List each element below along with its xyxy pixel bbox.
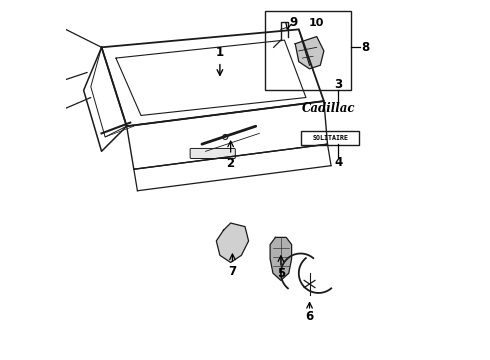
Polygon shape xyxy=(295,37,324,69)
Text: 9: 9 xyxy=(289,17,297,30)
Text: Cadillac: Cadillac xyxy=(302,102,356,115)
Text: 4: 4 xyxy=(334,156,343,168)
Polygon shape xyxy=(216,223,248,262)
Text: 2: 2 xyxy=(226,157,235,170)
Text: 8: 8 xyxy=(361,41,369,54)
FancyBboxPatch shape xyxy=(301,131,359,145)
Text: 1: 1 xyxy=(216,46,224,59)
Bar xyxy=(265,12,351,90)
Text: 6: 6 xyxy=(305,310,314,323)
Text: SOLITAIRE: SOLITAIRE xyxy=(312,135,348,141)
Polygon shape xyxy=(270,237,292,280)
Text: 5: 5 xyxy=(277,267,285,280)
Text: 10: 10 xyxy=(309,18,324,28)
Text: 7: 7 xyxy=(228,265,237,278)
FancyBboxPatch shape xyxy=(190,148,235,158)
Text: 3: 3 xyxy=(334,78,343,91)
